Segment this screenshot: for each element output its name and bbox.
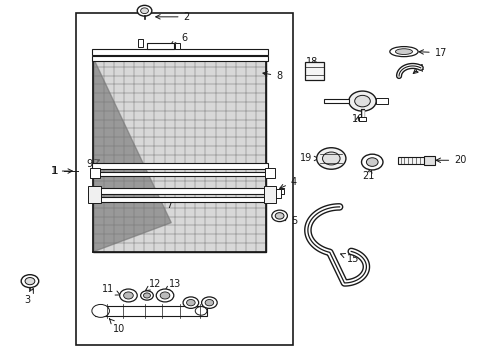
Circle shape [92, 305, 109, 318]
Circle shape [160, 292, 169, 299]
Bar [175, 42, 180, 49]
Bar [423, 156, 434, 165]
Ellipse shape [395, 49, 412, 54]
Text: 16: 16 [351, 114, 363, 124]
Text: 18: 18 [305, 57, 317, 67]
Circle shape [195, 307, 206, 315]
Bar [90, 168, 100, 178]
Circle shape [366, 158, 377, 166]
Bar [92, 163, 267, 169]
Text: 10: 10 [109, 319, 125, 334]
Text: 9: 9 [86, 159, 99, 169]
Bar [88, 186, 101, 203]
Text: 14: 14 [412, 64, 424, 74]
Bar [92, 49, 267, 55]
Text: 15: 15 [340, 253, 359, 264]
Bar [265, 168, 275, 178]
Bar [264, 186, 276, 203]
Text: 1: 1 [52, 166, 59, 176]
Bar [76, 13, 293, 345]
Text: 5: 5 [282, 216, 297, 226]
Text: 19: 19 [299, 153, 318, 163]
Circle shape [354, 95, 369, 107]
Circle shape [156, 289, 173, 302]
Bar [275, 189, 281, 198]
Circle shape [183, 297, 198, 309]
Circle shape [141, 291, 153, 300]
Text: 6: 6 [170, 33, 187, 46]
Bar [397, 157, 426, 164]
Circle shape [21, 275, 39, 288]
Bar [138, 39, 143, 46]
Circle shape [25, 278, 35, 285]
Bar [92, 56, 267, 61]
Text: 17: 17 [418, 48, 446, 58]
Circle shape [201, 297, 217, 309]
Bar [305, 62, 324, 80]
Text: 3: 3 [24, 289, 33, 305]
Circle shape [271, 210, 287, 222]
Text: 4: 4 [279, 177, 296, 189]
Bar [272, 189, 283, 194]
Text: 12: 12 [145, 279, 162, 291]
Bar [95, 306, 206, 316]
Bar [93, 58, 266, 252]
Circle shape [322, 152, 339, 165]
Circle shape [275, 213, 284, 219]
Circle shape [186, 300, 195, 306]
Circle shape [137, 5, 152, 16]
Polygon shape [93, 58, 171, 252]
Text: 2: 2 [155, 12, 189, 22]
Circle shape [141, 8, 148, 14]
Circle shape [123, 292, 133, 299]
Text: 1: 1 [51, 166, 72, 176]
Bar [92, 172, 267, 176]
Circle shape [120, 289, 137, 302]
Bar [147, 43, 173, 49]
Bar [358, 117, 365, 121]
Bar [324, 99, 348, 103]
Bar [375, 98, 387, 104]
Bar [92, 197, 267, 202]
Circle shape [316, 148, 345, 169]
Text: 13: 13 [164, 279, 181, 291]
Circle shape [143, 293, 150, 298]
Text: 7: 7 [155, 198, 172, 210]
Text: 11: 11 [102, 284, 120, 295]
Circle shape [348, 91, 375, 111]
Bar [92, 188, 267, 194]
Text: 20: 20 [435, 155, 466, 165]
Ellipse shape [389, 46, 417, 57]
Circle shape [361, 154, 382, 170]
Text: 21: 21 [362, 168, 374, 181]
Text: 8: 8 [263, 71, 282, 81]
Circle shape [204, 300, 213, 306]
